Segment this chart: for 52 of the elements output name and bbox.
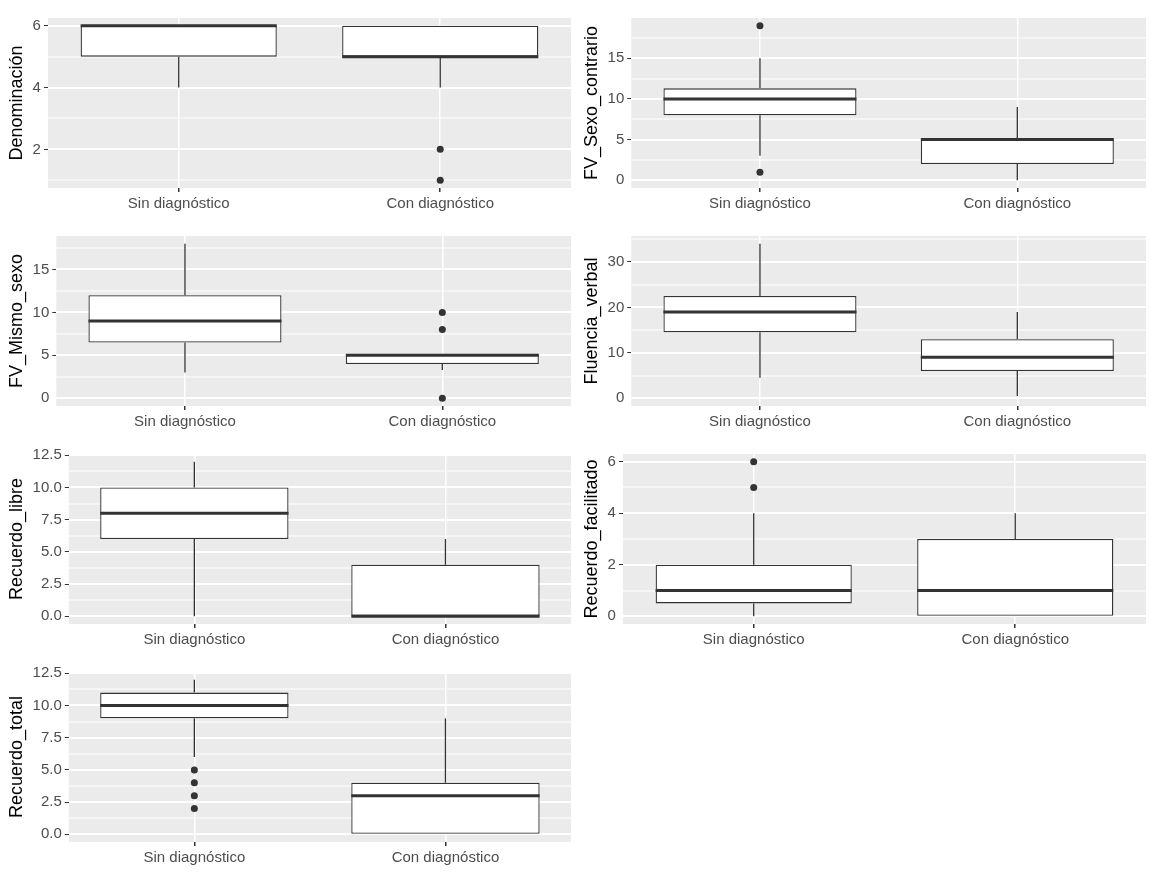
x-tick-label: Con diagnóstico [391, 848, 500, 866]
y-tick-label: 0 [615, 388, 625, 406]
y-tick-label: 7.5 [40, 727, 62, 745]
y-tick-label: 2 [607, 554, 616, 572]
x-tick-label: Sin diagnóstico [134, 412, 236, 430]
y-tick-label: 0 [40, 388, 50, 406]
y-tick-label: 0.0 [40, 606, 62, 624]
y-tick-label: 0 [607, 606, 616, 624]
x-tick-label: Con diagnóstico [391, 630, 500, 648]
y-tick-label: 6 [607, 451, 616, 469]
y-tick-label: 15 [607, 48, 625, 66]
y-tick-label: 10 [607, 342, 625, 360]
y-tick-label: 20 [607, 297, 625, 315]
x-tick-label: Sin diagnóstico [143, 630, 246, 648]
x-tick-label: Sin diagnóstico [702, 630, 805, 648]
y-tick-label: 4 [32, 77, 41, 95]
y-axis-title: Recuerdo_total [5, 695, 27, 819]
x-tick-label: Con diagnóstico [963, 412, 1072, 430]
x-tick-label: Con diagnóstico [388, 412, 497, 430]
y-tick-label: 10 [32, 302, 50, 320]
y-tick-label: 0 [615, 170, 625, 188]
x-tick-label: Sin diagnóstico [709, 412, 811, 430]
y-axis-title: FV_Mismo_sexo [5, 253, 27, 389]
y-axis-title: Denominación [5, 45, 26, 161]
y-tick-label: 4 [607, 503, 616, 521]
x-tick-label: Con diagnóstico [961, 630, 1070, 648]
y-tick-label: 5.0 [40, 760, 62, 778]
x-tick-label: Con diagnóstico [386, 194, 495, 212]
y-tick-label: 10.0 [32, 695, 62, 713]
y-tick-label: 12.5 [32, 445, 62, 463]
y-tick-label: 2 [32, 139, 41, 157]
x-tick-label: Sin diagnóstico [709, 194, 811, 212]
y-axis-title: Recuerdo_libre [5, 477, 27, 601]
x-tick-label: Con diagnóstico [963, 194, 1072, 212]
y-axis-title: FV_Sexo_contrario [580, 25, 602, 181]
y-tick-label: 15 [32, 259, 50, 277]
y-tick-label: 10.0 [32, 477, 62, 495]
y-axis-title: Recuerdo_facilitado [580, 459, 602, 619]
y-tick-label: 7.5 [40, 509, 62, 527]
y-axis-title: Fluencia_verbal [580, 257, 602, 385]
x-tick-label: Sin diagnóstico [143, 848, 246, 866]
y-tick-label: 2.5 [40, 792, 62, 810]
y-tick-label: 10 [607, 89, 625, 107]
y-tick-label: 30 [607, 252, 625, 270]
y-tick-label: 6 [32, 15, 41, 33]
y-tick-label: 12.5 [32, 663, 62, 681]
y-tick-label: 5 [40, 345, 50, 363]
y-tick-label: 5.0 [40, 542, 62, 560]
y-tick-label: 2.5 [40, 574, 62, 592]
x-tick-label: Sin diagnóstico [127, 194, 230, 212]
y-tick-label: 5 [615, 129, 625, 147]
y-tick-label: 0.0 [40, 824, 62, 842]
